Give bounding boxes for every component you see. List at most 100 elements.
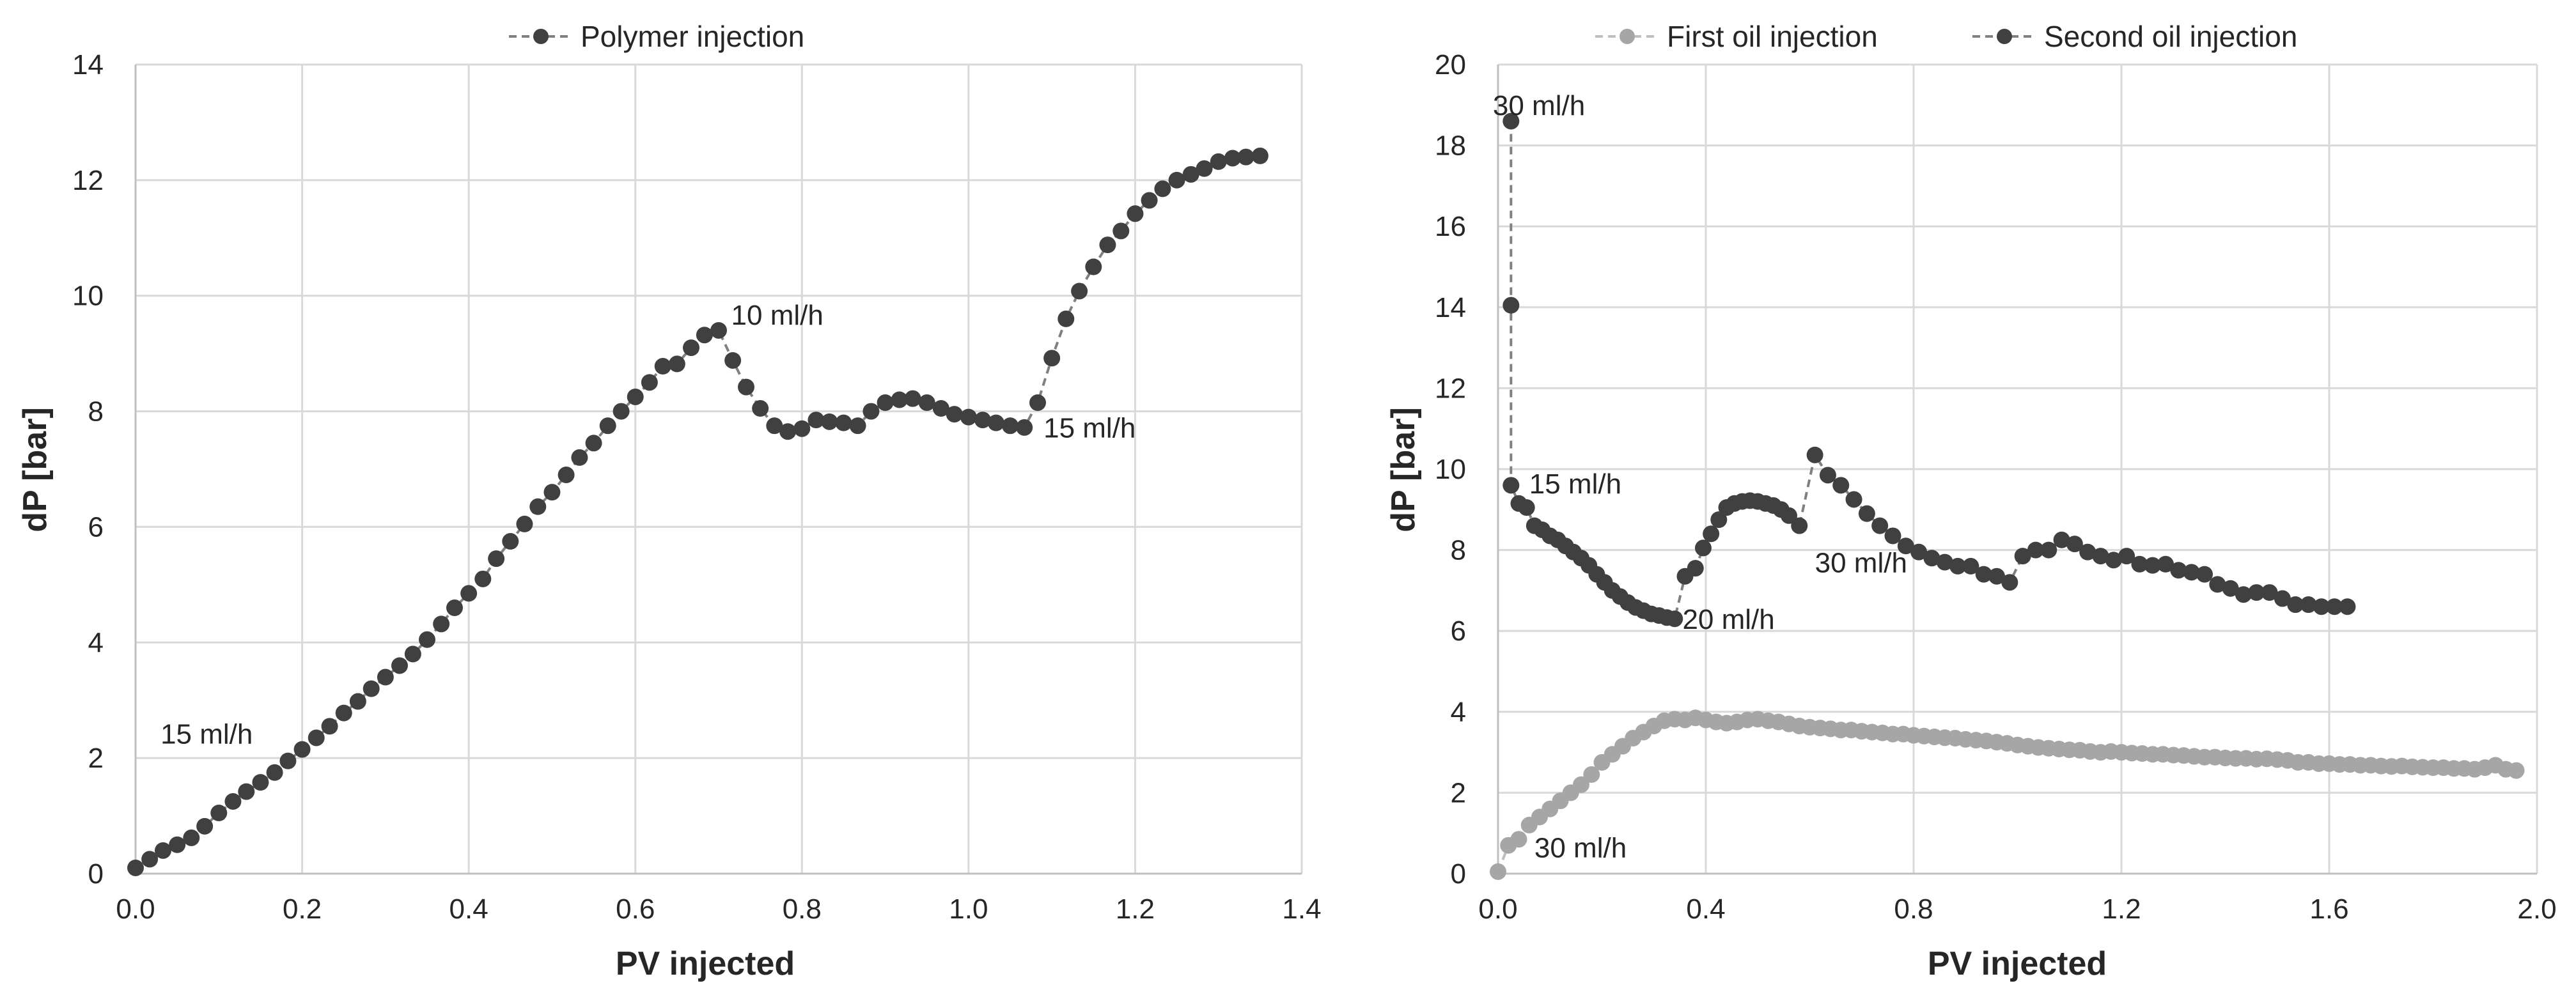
data-point <box>446 599 463 617</box>
data-point <box>779 423 797 440</box>
data-point <box>891 391 908 408</box>
chart-series <box>1490 112 2525 880</box>
data-point <box>1791 517 1808 534</box>
y-axis-title: dP [bar] <box>1385 407 1422 532</box>
data-point <box>599 417 616 435</box>
data-point <box>1806 446 1823 463</box>
chart-grid <box>136 63 1303 874</box>
data-point <box>1490 863 1506 880</box>
data-point <box>613 403 630 420</box>
data-point <box>2326 598 2343 615</box>
legend-label: Polymer injection <box>581 20 804 53</box>
legend-label-first-oil: First oil injection <box>1667 20 1878 53</box>
x-tick-label: 2.0 <box>2517 893 2556 925</box>
chart-annotations: 15 ml/h 10 ml/h 15 ml/h <box>160 300 1136 750</box>
data-point <box>279 752 297 769</box>
data-point <box>585 435 602 452</box>
chart-grid <box>1498 63 2538 874</box>
data-point <box>918 394 935 412</box>
data-point <box>335 704 352 722</box>
data-point <box>1503 297 1520 314</box>
data-point <box>2287 596 2304 614</box>
x-axis-title: PV injected <box>616 945 795 982</box>
data-point <box>696 327 713 344</box>
y-tick-label: 20 <box>1435 49 1466 81</box>
x-axis-title: PV injected <box>1928 945 2107 982</box>
data-point <box>987 414 1004 431</box>
legend-swatch-marker <box>533 29 549 44</box>
data-point <box>488 550 505 568</box>
y-tick-label: 8 <box>88 396 104 428</box>
data-point <box>1099 236 1116 254</box>
data-point <box>1112 222 1130 240</box>
data-point <box>349 693 366 710</box>
data-point <box>1043 350 1061 367</box>
data-point <box>293 741 311 758</box>
series-line <box>1510 121 2348 621</box>
legend-swatch-marker-second-oil <box>1997 29 2012 44</box>
flow-rate-annotation: 30 ml/h <box>1815 547 1907 578</box>
y-tick-label: 14 <box>72 49 104 81</box>
data-point <box>196 817 214 835</box>
legend: First oil injection Second oil injection <box>1595 20 2297 53</box>
data-point <box>2066 536 2083 553</box>
data-point <box>2001 574 2018 591</box>
data-point <box>2014 548 2031 565</box>
x-tick-label: 0.6 <box>616 893 655 925</box>
data-point <box>724 352 742 369</box>
data-point <box>766 417 783 435</box>
data-point <box>2040 541 2057 559</box>
data-point <box>654 358 671 375</box>
data-point <box>1923 550 1940 567</box>
data-point <box>1858 505 1875 522</box>
data-point <box>641 374 658 391</box>
data-point <box>1884 527 1901 545</box>
data-point <box>1583 766 1600 783</box>
y-tick-label: 4 <box>1451 697 1466 728</box>
data-point <box>710 321 727 339</box>
y-tick-label: 2 <box>88 743 104 774</box>
data-point <box>1210 153 1227 170</box>
y-tick-label: 10 <box>1435 454 1466 485</box>
y-tick-labels: 0 2 4 6 8 10 12 14 16 18 20 <box>1435 49 1466 890</box>
data-point <box>474 570 492 587</box>
data-point <box>1975 566 1992 583</box>
data-point <box>1988 568 2005 585</box>
data-point <box>1897 537 1914 555</box>
data-point <box>863 403 880 420</box>
data-point <box>1910 543 1928 560</box>
y-tick-label: 0 <box>88 858 104 890</box>
data-point <box>391 657 409 674</box>
flow-rate-annotation: 15 ml/h <box>1043 412 1136 444</box>
flow-rate-annotation: 15 ml/h <box>1529 468 1621 500</box>
data-point <box>1002 417 1019 435</box>
data-point <box>2053 531 2070 548</box>
x-tick-label: 1.2 <box>1116 893 1155 925</box>
data-point <box>1781 507 1797 524</box>
data-point <box>2092 548 2109 565</box>
data-point <box>2027 541 2044 559</box>
data-point <box>1819 467 1836 484</box>
data-point <box>1085 258 1102 275</box>
data-point <box>2261 584 2278 601</box>
x-tick-label: 0.0 <box>116 893 155 925</box>
data-point <box>1510 831 1527 848</box>
y-tick-label: 18 <box>1435 130 1466 162</box>
data-point <box>1666 610 1683 628</box>
data-point <box>1832 477 1850 494</box>
data-point <box>821 413 838 430</box>
x-tick-labels: 0.0 0.2 0.4 0.6 0.8 1.0 1.2 1.4 <box>116 893 1321 925</box>
x-tick-label: 0.2 <box>283 893 322 925</box>
chart-series <box>127 147 1268 876</box>
y-axis-title: dP [bar] <box>17 407 54 532</box>
data-point <box>877 394 894 412</box>
data-point <box>1224 150 1241 167</box>
data-point <box>2079 543 2096 560</box>
x-tick-label: 0.8 <box>1894 893 1933 925</box>
data-point <box>224 792 242 810</box>
y-tick-label: 0 <box>1451 858 1466 890</box>
data-point <box>835 414 852 431</box>
data-point <box>502 533 519 550</box>
data-point <box>1871 517 1889 534</box>
data-point <box>1251 147 1268 164</box>
